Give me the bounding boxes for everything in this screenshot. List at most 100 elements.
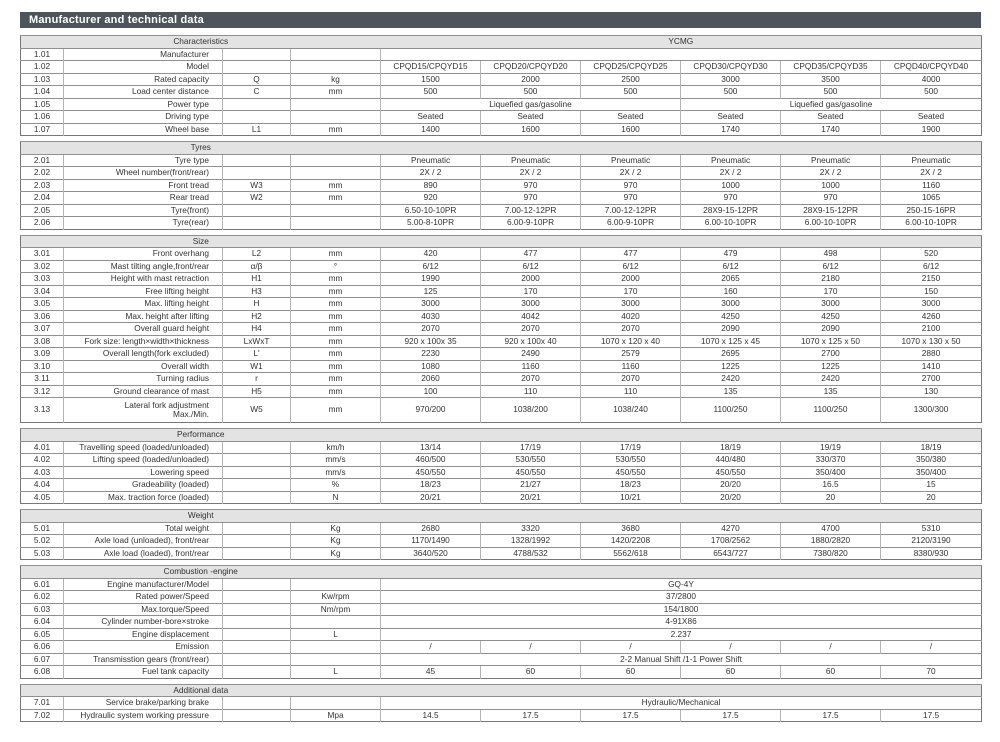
row-label-cell: Lateral fork adjustment Max./Min. <box>63 397 223 423</box>
symbol-cell <box>222 665 291 678</box>
value-cell: 1600 <box>580 122 681 136</box>
value-cell: 18/23 <box>380 478 481 491</box>
value-cell: 1600 <box>480 122 581 136</box>
row-number-cell: 3.03 <box>20 272 64 285</box>
value-cell: 28X9-15-12PR <box>780 203 881 217</box>
value-cell: 20/20 <box>680 478 781 491</box>
value-cell: 520 <box>880 247 982 260</box>
row-number-cell: 1.03 <box>20 72 64 86</box>
row-label-cell: Mast tilting angle,front/rear <box>63 259 223 273</box>
row-label-cell: Engine manufacturer/Model <box>63 577 223 591</box>
row-number-cell: 2.06 <box>20 216 64 229</box>
value-cell: 6/12 <box>880 259 982 273</box>
value-cell: Liquefied gas/gasoline <box>380 97 681 111</box>
unit-cell <box>289 577 381 591</box>
row-number-cell: 3.13 <box>20 397 64 423</box>
value-cell: 18/19 <box>880 440 982 454</box>
value-cell: 2695 <box>680 347 781 360</box>
value-cell: 60 <box>580 665 681 678</box>
value-cell: Pneumatic <box>380 153 481 167</box>
value-cell: 130 <box>880 384 982 398</box>
value-cell: 2060 <box>380 372 481 385</box>
value-cell: 477 <box>480 247 581 260</box>
row-number-cell: 6.05 <box>20 627 64 641</box>
value-cell: 1900 <box>879 122 982 136</box>
value-cell: 1100/250 <box>680 397 781 423</box>
section-label: Tyres <box>20 141 381 154</box>
row-label-cell: Emission <box>63 640 223 653</box>
section-table-weight: Weight 5.01 Total weight Kg 2680 3320 3680 4270… <box>20 509 982 560</box>
value-cell: 37/2800 <box>380 590 982 603</box>
value-cell: 2065 <box>680 272 781 285</box>
value-cell: 970 <box>680 191 781 204</box>
spec-row-6.03: 6.03 Max.torque/Speed Nm/rpm 154/1800 <box>20 602 982 616</box>
spec-row-3.03: 3.03 Height with mast retraction H1 mm 1990 2… <box>20 272 982 285</box>
row-number-cell: 1.02 <box>20 60 64 73</box>
row-label-cell: Front overhang <box>63 247 223 260</box>
row-label-cell: Tyre(rear) <box>63 216 223 229</box>
value-cell: 450/550 <box>380 465 481 479</box>
symbol-cell: H1 <box>222 272 291 285</box>
row-label-cell: Max. height after lifting <box>63 309 223 323</box>
value-cell: 15 <box>880 478 982 491</box>
value-cell: 1070 x 130 x 50 <box>880 334 982 348</box>
value-cell: 6.00-10-10PR <box>880 216 982 229</box>
spec-row-5.03: 5.03 Axle load (loaded), front/rear Kg 3640… <box>20 546 982 560</box>
value-cell: CPQD40/CPQYD40 <box>879 60 982 73</box>
row-label-cell: Axle load (unloaded), front/rear <box>63 534 223 547</box>
value-cell: 1080 <box>380 359 481 373</box>
value-cell: 18/19 <box>680 440 781 454</box>
symbol-cell <box>222 465 291 479</box>
value-cell: 6.00-10-10PR <box>780 216 881 229</box>
unit-cell: Kg <box>290 521 381 535</box>
unit-cell: L <box>289 665 381 678</box>
value-cell: 170 <box>480 284 581 298</box>
value-cell: 500 <box>680 85 781 98</box>
spec-row-6.05: 6.05 Engine displacement L 2.237 <box>20 627 982 641</box>
row-number-cell: 3.04 <box>20 284 64 298</box>
value-cell: 135 <box>780 384 881 398</box>
section-band-filler <box>380 509 982 522</box>
value-cell: 154/1800 <box>380 602 982 616</box>
value-cell: 60 <box>680 665 781 678</box>
value-cell: 3000 <box>580 297 681 310</box>
row-number-cell: 3.06 <box>20 309 64 323</box>
unit-cell: mm <box>289 372 381 385</box>
spec-row-2.05: 2.05 Tyre(front) 6.50-10-10PR 7.00-12-12PR 7… <box>20 203 982 217</box>
unit-cell <box>289 652 381 666</box>
spec-row-7.01: 7.01 Service brake/parking brake Hydraulic… <box>20 696 982 709</box>
value-cell: 2090 <box>680 322 781 335</box>
value-cell: 6/12 <box>580 259 681 273</box>
section-label: Characteristics <box>20 35 381 48</box>
unit-cell: km/h <box>290 440 381 454</box>
value-cell: 350/400 <box>880 465 982 479</box>
value-cell: 4042 <box>480 309 581 323</box>
row-label-cell: Rated capacity <box>63 72 223 86</box>
row-label-cell: Manufacturer <box>63 47 223 61</box>
value-cell: 500 <box>480 85 581 98</box>
value-cell: 2-2 Manual Shift /1-1 Power Shift <box>380 652 982 666</box>
value-cell: CPQD30/CPQYD30 <box>680 60 781 73</box>
unit-cell: mm <box>289 384 381 398</box>
value-cell: 17.5 <box>880 708 982 722</box>
value-cell: / <box>580 640 681 653</box>
symbol-cell <box>222 453 291 466</box>
value-cell: 530/550 <box>580 453 681 466</box>
value-cell: 500 <box>580 85 681 98</box>
value-cell: 350/380 <box>880 453 982 466</box>
row-label-cell: Axle load (loaded), front/rear <box>63 546 223 560</box>
value-cell: 330/370 <box>780 453 881 466</box>
unit-cell: mm <box>290 122 381 136</box>
row-label-cell: Engine displacement <box>63 627 223 641</box>
value-cell: 150 <box>880 284 982 298</box>
value-cell: Pneumatic <box>880 153 982 167</box>
unit-cell: mm <box>289 297 381 310</box>
value-cell: 2X / 2 <box>880 166 982 179</box>
row-number-cell: 3.05 <box>20 297 64 310</box>
symbol-cell <box>222 652 291 666</box>
value-cell: 6.00-9-10PR <box>580 216 681 229</box>
value-cell: 7380/820 <box>780 546 881 560</box>
symbol-cell: L1 <box>222 122 291 136</box>
value-cell: 2X / 2 <box>780 166 881 179</box>
